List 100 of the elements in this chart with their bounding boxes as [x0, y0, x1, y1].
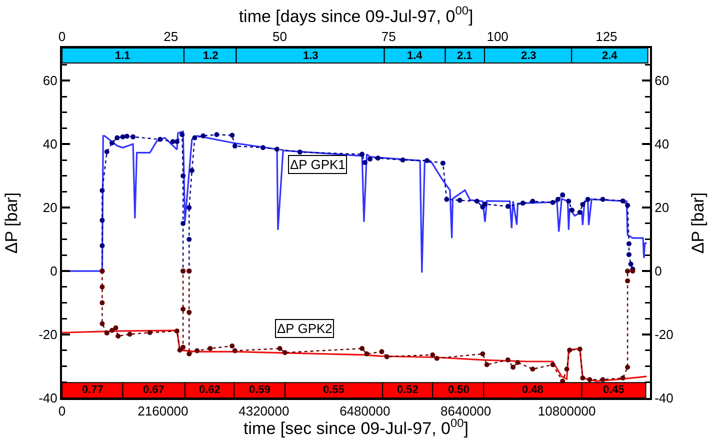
band-label: 0.52	[397, 384, 418, 396]
point	[625, 278, 630, 284]
point	[186, 351, 192, 356]
y2-tick-label: 0	[654, 264, 662, 279]
point	[127, 332, 132, 337]
band-label: 0.62	[199, 384, 220, 396]
point	[158, 136, 163, 142]
point	[147, 330, 152, 336]
point	[560, 192, 566, 198]
point	[430, 352, 436, 358]
point	[100, 243, 105, 248]
point	[110, 140, 115, 146]
point	[232, 144, 238, 149]
point	[368, 156, 373, 162]
point	[600, 196, 606, 202]
point	[260, 145, 266, 150]
point	[625, 268, 630, 274]
point	[564, 366, 570, 372]
point	[625, 364, 630, 370]
point	[625, 202, 630, 208]
point	[104, 149, 110, 154]
point	[113, 325, 118, 330]
y2-tick-label: 20	[654, 200, 670, 216]
y2-tick-label: 40	[654, 136, 670, 152]
y2-tick-label: -20	[654, 327, 674, 342]
point	[274, 146, 280, 152]
band-label: 0.55	[323, 384, 344, 396]
point	[620, 198, 626, 204]
point	[100, 321, 105, 326]
band-label: 1.4	[407, 50, 424, 62]
point	[277, 346, 282, 351]
point	[375, 156, 380, 161]
point	[600, 377, 606, 382]
point	[580, 376, 586, 381]
band-label: 0.67	[143, 384, 164, 396]
point	[400, 158, 406, 163]
point	[214, 132, 220, 138]
point	[444, 196, 450, 202]
point	[100, 300, 105, 306]
point	[180, 173, 186, 178]
x-tick-label: 2160000	[138, 404, 188, 419]
y-tick-label: 20	[42, 200, 58, 216]
point	[577, 210, 582, 215]
point	[200, 133, 206, 138]
point	[114, 135, 120, 140]
point	[515, 360, 520, 365]
y2-axis-title: ΔP [bar]	[688, 192, 708, 254]
point	[208, 346, 213, 351]
point	[480, 351, 486, 356]
x2-tick-label: 25	[164, 28, 178, 44]
annotation: ΔP GPK1	[290, 157, 346, 172]
point	[530, 366, 536, 372]
band-label: 1.2	[203, 50, 218, 62]
point	[104, 330, 110, 336]
point	[110, 328, 115, 333]
y-tick-label: 40	[42, 136, 58, 152]
band-label: 1.3	[303, 50, 318, 62]
band-label: 2.3	[521, 50, 536, 62]
point	[189, 168, 194, 173]
point	[505, 357, 510, 362]
point	[580, 202, 586, 207]
point	[174, 328, 180, 334]
point	[424, 158, 430, 164]
point	[530, 198, 536, 204]
point	[482, 202, 488, 207]
point	[626, 252, 632, 258]
point	[457, 198, 462, 203]
point	[100, 188, 105, 193]
point	[585, 196, 590, 202]
y2-tick-label: -40	[654, 390, 674, 406]
point	[180, 306, 186, 312]
point	[180, 132, 185, 138]
band-label: 0.59	[249, 384, 270, 396]
point	[124, 134, 130, 139]
band-label: 0.50	[448, 384, 470, 396]
point	[569, 208, 574, 213]
band-label: 0.48	[522, 384, 544, 396]
x2-axis-title: time [days since 09-Jul-97, 0$^{00}$]	[238, 4, 474, 26]
point	[626, 241, 632, 246]
annotation: ΔP GPK2	[277, 321, 332, 336]
band-label: 2.4	[602, 50, 618, 62]
point	[620, 376, 626, 381]
x-tick-label: 10800000	[538, 404, 596, 419]
point	[364, 351, 370, 356]
point	[362, 160, 368, 166]
point	[567, 348, 572, 353]
point	[116, 334, 121, 339]
point	[360, 346, 365, 351]
point	[186, 205, 192, 210]
x2-tick-label: 125	[596, 28, 618, 44]
point	[360, 152, 365, 157]
x2-tick-label: 75	[381, 28, 396, 44]
y2-tick-label: 60	[654, 73, 670, 88]
y-tick-label: 60	[42, 73, 58, 88]
point	[510, 364, 516, 370]
band-label: 1.1	[115, 50, 130, 62]
point	[180, 220, 186, 226]
point	[130, 134, 136, 140]
point	[297, 150, 302, 155]
point	[230, 343, 235, 348]
